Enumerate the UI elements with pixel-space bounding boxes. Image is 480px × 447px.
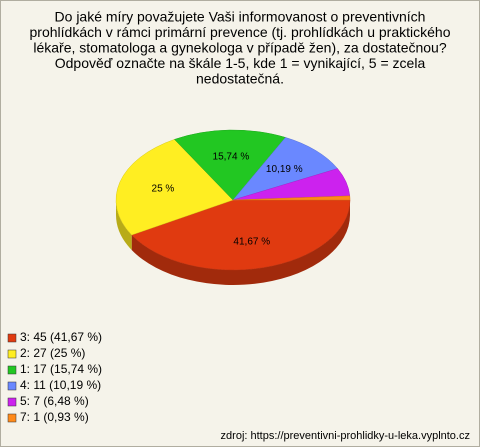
slice-side	[116, 200, 132, 251]
chart-title: prohlídkách v rámci primární prevence (t…	[30, 24, 451, 40]
legend-swatch	[7, 413, 17, 423]
slice	[232, 137, 338, 201]
slice	[232, 195, 351, 201]
legend-swatch	[7, 381, 17, 391]
data-label: 10,19 %	[266, 164, 303, 175]
legend-label: 3: 45 (41,67 %)	[20, 330, 102, 344]
legend-label: 2: 27 (25 %)	[20, 346, 85, 360]
legend-label: 7: 1 (0,93 %)	[20, 410, 89, 424]
chart-title: Odpověď označte na škále 1-5, kde 1 = vy…	[55, 55, 426, 71]
data-label: 25 %	[152, 183, 175, 194]
legend-label: 4: 11 (10,19 %)	[20, 378, 101, 392]
chart-title: nedostatečná.	[196, 71, 284, 87]
slice	[131, 199, 351, 271]
slice	[174, 129, 286, 201]
legend-swatch	[7, 349, 17, 359]
legend-label: 5: 7 (6,48 %)	[20, 394, 89, 408]
slice-side	[131, 200, 350, 286]
legend-swatch	[7, 397, 17, 407]
legend-label: 1: 17 (15,74 %)	[20, 362, 102, 376]
legend-swatch	[7, 365, 17, 375]
slice	[115, 139, 234, 236]
source: zdroj: https://preventivni-prohlidky-u-l…	[221, 430, 470, 442]
chart-title: lékaře, stomatologa a gynekologa v přípa…	[33, 40, 446, 56]
chart-title: Do jaké míry považujete Vaši informovano…	[55, 9, 426, 25]
data-label: 41,67 %	[233, 237, 270, 248]
legend-swatch	[7, 333, 17, 343]
data-label: 15,74 %	[213, 151, 250, 162]
